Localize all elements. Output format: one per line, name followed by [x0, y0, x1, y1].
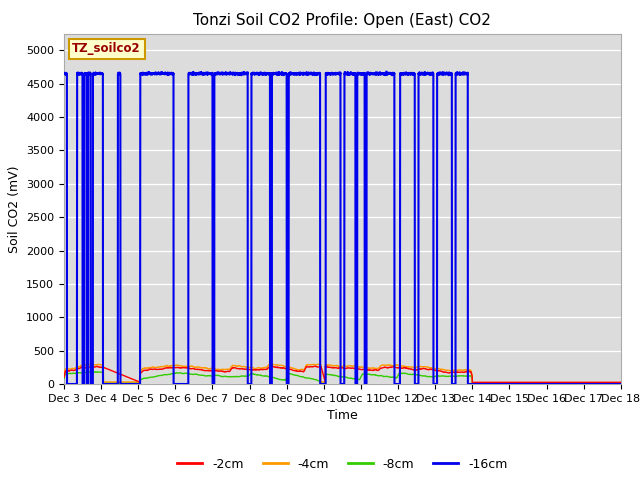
- Y-axis label: Soil CO2 (mV): Soil CO2 (mV): [8, 165, 20, 252]
- Title: Tonzi Soil CO2 Profile: Open (East) CO2: Tonzi Soil CO2 Profile: Open (East) CO2: [193, 13, 492, 28]
- X-axis label: Time: Time: [327, 409, 358, 422]
- Legend: -2cm, -4cm, -8cm, -16cm: -2cm, -4cm, -8cm, -16cm: [172, 453, 513, 476]
- Text: TZ_soilco2: TZ_soilco2: [72, 42, 141, 55]
